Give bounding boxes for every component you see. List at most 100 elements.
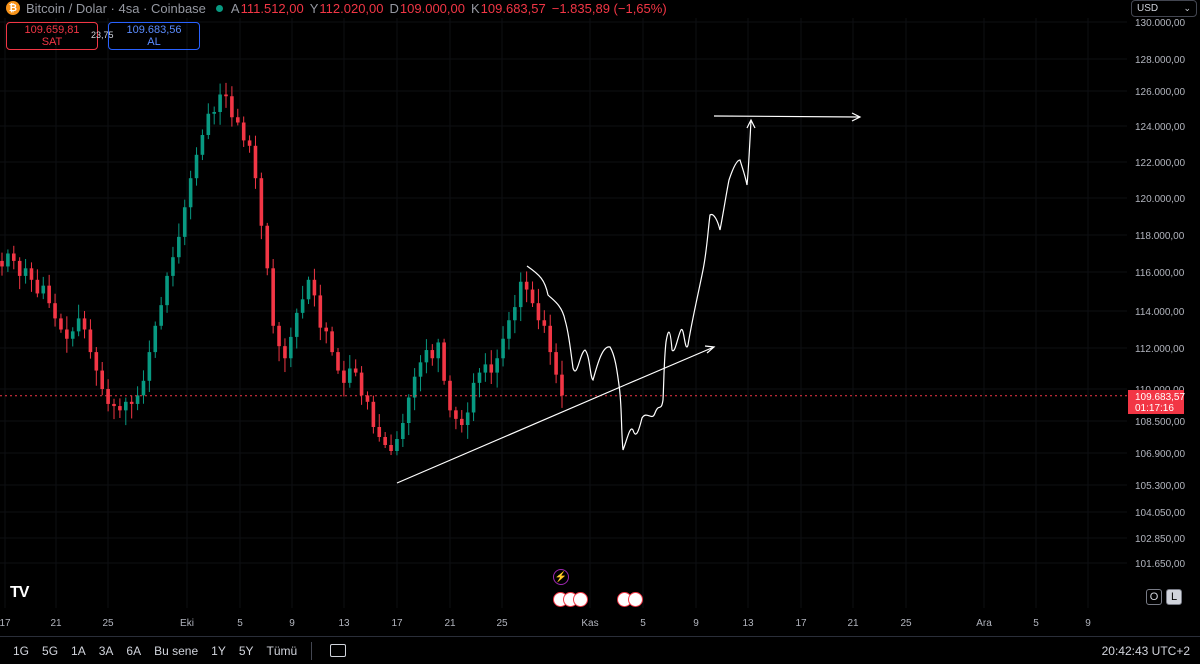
change-value: −1.835,89 (−1,65%) xyxy=(551,0,667,16)
time-axis-label: 25 xyxy=(900,618,912,629)
calendar-icon[interactable] xyxy=(330,644,347,657)
candle-body xyxy=(306,279,311,300)
close-value: 109.683,57 xyxy=(480,0,546,16)
candle-body xyxy=(424,350,429,363)
price-axis-label: 101.650,00 xyxy=(1135,559,1185,570)
high-key: Y xyxy=(309,0,319,16)
range-button[interactable]: Tümü xyxy=(266,643,298,658)
candle-body xyxy=(277,325,281,347)
candle xyxy=(253,135,258,189)
price-axis-label: 128.000,00 xyxy=(1135,55,1185,66)
candle-body xyxy=(324,327,329,332)
candle-body xyxy=(347,368,352,383)
candle-body xyxy=(542,320,547,326)
price-axis-label: 112.000,00 xyxy=(1135,344,1185,355)
candle-body xyxy=(283,346,287,359)
candle-body xyxy=(212,112,217,114)
candle-body xyxy=(29,268,34,280)
candle xyxy=(177,223,181,264)
candle xyxy=(241,116,246,147)
candle xyxy=(518,272,523,322)
price-axis: 130.000,00 128.000,00 126.000,00 124.000,00… xyxy=(1135,18,1185,570)
candle-body xyxy=(530,289,535,304)
lightning-event-icon[interactable]: ⚡ xyxy=(553,569,569,585)
candle xyxy=(395,431,399,456)
range-button[interactable]: 6A xyxy=(126,643,142,658)
log-scale-toggle[interactable]: L xyxy=(1166,589,1182,605)
candle xyxy=(82,310,87,339)
symbol-title[interactable]: Bitcoin / Dolar · 4sa · Coinbase xyxy=(26,0,206,16)
projection-drawing xyxy=(526,119,752,451)
us-flag-event-icon[interactable] xyxy=(573,592,588,607)
candle-body xyxy=(88,329,93,353)
candle xyxy=(554,343,558,384)
candle xyxy=(483,353,488,382)
target-line-drawing xyxy=(713,115,861,118)
candle-body xyxy=(106,389,110,404)
candle xyxy=(377,414,382,442)
candle xyxy=(247,135,252,153)
candle xyxy=(200,129,205,161)
range-button[interactable]: 1G xyxy=(13,643,30,658)
range-button[interactable]: 5G xyxy=(42,643,59,658)
candle xyxy=(289,327,293,368)
candle xyxy=(418,355,423,392)
candle xyxy=(17,257,22,290)
symbol-header: ₿ Bitcoin / Dolar · 4sa · Coinbase A 111.… xyxy=(6,0,673,16)
clock[interactable]: 20:42:43 UTC+2 xyxy=(1101,644,1190,658)
candle-body xyxy=(41,285,46,294)
candle xyxy=(524,271,529,303)
candle-body xyxy=(112,403,116,407)
low-key: D xyxy=(389,0,399,16)
range-button[interactable]: Bu sene xyxy=(154,643,199,658)
candle xyxy=(353,359,358,377)
candle xyxy=(389,434,393,456)
candle-body xyxy=(365,395,370,402)
candle xyxy=(459,410,464,433)
candle xyxy=(442,338,446,385)
candle xyxy=(342,360,346,397)
candle xyxy=(501,326,505,367)
candle xyxy=(112,398,116,420)
candle xyxy=(53,293,57,327)
candle-body xyxy=(230,96,234,118)
sell-price: 109.659,81 xyxy=(24,24,80,36)
candle xyxy=(129,395,134,419)
us-flag-event-icon[interactable] xyxy=(628,592,643,607)
candle xyxy=(88,319,93,359)
candle xyxy=(94,347,99,386)
candle-body xyxy=(312,279,317,296)
bitcoin-logo-icon: ₿ xyxy=(6,1,20,15)
candle-body xyxy=(353,368,358,373)
range-button[interactable]: 1A xyxy=(71,643,86,658)
candle xyxy=(371,395,376,434)
candle-body xyxy=(135,395,140,404)
sell-button[interactable]: 109.659,81 SAT xyxy=(6,22,98,50)
candle-body xyxy=(513,307,517,321)
candle-body xyxy=(471,382,476,413)
candle-body xyxy=(11,253,16,261)
candle xyxy=(324,322,329,344)
time-axis-label: 21 xyxy=(444,618,456,629)
candle xyxy=(265,222,270,276)
price-axis-label: 104.050,00 xyxy=(1135,508,1185,519)
candle-body xyxy=(100,370,105,389)
tradingview-logo[interactable]: TV xyxy=(10,584,29,601)
candle-body xyxy=(330,331,334,353)
candle xyxy=(336,348,340,374)
range-button[interactable]: 1Y xyxy=(211,643,226,658)
price-axis-label: 126.000,00 xyxy=(1135,87,1185,98)
candle-body xyxy=(389,445,393,451)
candle xyxy=(277,322,281,362)
candle xyxy=(118,398,122,419)
buy-button[interactable]: 109.683,56 AL xyxy=(108,22,200,50)
currency-select[interactable]: USD ⌄ xyxy=(1131,0,1197,17)
overlay-toggle-o[interactable]: O xyxy=(1146,589,1162,605)
range-button[interactable]: 3A xyxy=(98,643,114,658)
candle xyxy=(224,82,228,108)
candle-body xyxy=(477,372,482,383)
candle xyxy=(513,294,517,334)
range-button[interactable]: 5Y xyxy=(238,643,254,658)
candle xyxy=(495,349,499,388)
